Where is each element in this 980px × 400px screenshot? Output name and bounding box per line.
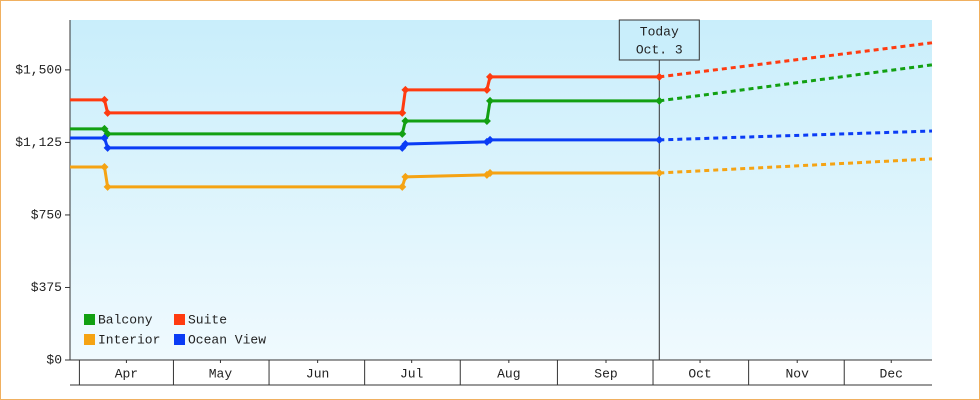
legend-label: Interior bbox=[98, 332, 160, 347]
x-tick-label: Jun bbox=[306, 366, 329, 381]
point bbox=[100, 95, 109, 104]
point bbox=[655, 72, 664, 81]
x-tick-label: May bbox=[209, 366, 233, 381]
point bbox=[486, 96, 495, 105]
today-box bbox=[618, 19, 700, 61]
point bbox=[482, 116, 491, 125]
legend-label: Suite bbox=[188, 312, 227, 327]
y-tick-label: $1,500 bbox=[15, 62, 62, 77]
x-tick-label: Oct bbox=[688, 366, 711, 381]
x-tick-label: Jul bbox=[400, 366, 424, 381]
point bbox=[401, 116, 410, 125]
y-tick-label: $750 bbox=[31, 207, 62, 222]
plot-background bbox=[70, 20, 932, 360]
y-tick-label: $375 bbox=[31, 280, 62, 295]
legend-label: Ocean View bbox=[188, 332, 266, 347]
forecast-line bbox=[659, 41, 933, 79]
y-tick-label: $0 bbox=[46, 352, 62, 367]
forecast-line bbox=[659, 157, 933, 175]
forecast-line bbox=[659, 129, 933, 142]
legend-swatch bbox=[84, 314, 95, 325]
point bbox=[103, 143, 112, 152]
point bbox=[655, 135, 664, 144]
point bbox=[103, 108, 112, 117]
point bbox=[486, 135, 495, 144]
point bbox=[398, 182, 407, 191]
point bbox=[401, 85, 410, 94]
point bbox=[486, 72, 495, 81]
point bbox=[486, 168, 495, 177]
legend-swatch bbox=[174, 314, 185, 325]
point bbox=[398, 129, 407, 138]
x-tick-label: Sep bbox=[594, 366, 617, 381]
point bbox=[655, 168, 664, 177]
today-label: Today bbox=[640, 24, 679, 39]
x-tick-label: Nov bbox=[786, 366, 810, 381]
y-tick-label: $1,125 bbox=[15, 135, 62, 150]
point bbox=[401, 139, 410, 148]
legend-swatch bbox=[174, 334, 185, 345]
x-tick-label: Apr bbox=[115, 366, 138, 381]
today-label: Oct. 3 bbox=[636, 42, 683, 57]
point bbox=[655, 96, 664, 105]
point bbox=[100, 133, 109, 142]
point bbox=[100, 124, 109, 133]
point bbox=[103, 182, 112, 191]
legend-swatch bbox=[84, 334, 95, 345]
x-tick-label: Dec bbox=[880, 366, 903, 381]
x-tick-label: Aug bbox=[497, 366, 520, 381]
point bbox=[401, 172, 410, 181]
point bbox=[398, 108, 407, 117]
point bbox=[100, 162, 109, 171]
forecast-line bbox=[659, 63, 933, 103]
point bbox=[482, 85, 491, 94]
legend-label: Balcony bbox=[98, 312, 153, 327]
